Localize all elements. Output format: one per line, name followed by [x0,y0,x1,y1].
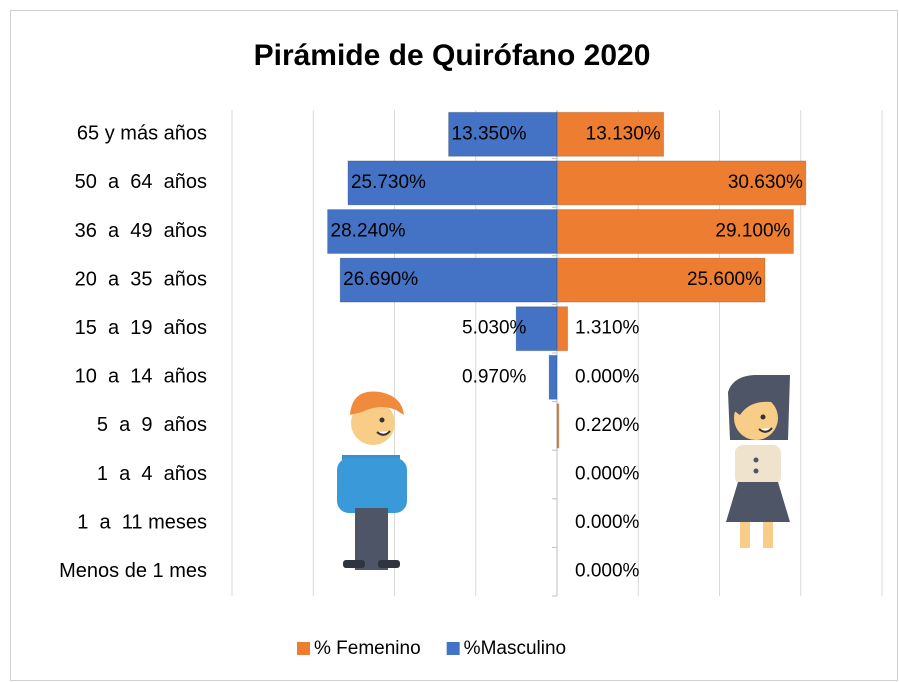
bar [556,403,560,449]
data-label: 13.350% [452,123,527,144]
y-tick-label: 1 a 11 meses [77,511,207,533]
bar [448,111,558,157]
bar [556,111,665,157]
y-tick-label: 15 a 19 años [75,317,207,339]
data-label: 0.000% [575,366,640,387]
data-label: 5.030% [462,318,527,339]
data-label: 0.970% [462,366,527,387]
legend-swatch [446,642,460,655]
y-tick-label: 65 y más años [77,123,207,145]
bar [556,209,794,254]
data-label: 26.690% [343,269,418,290]
bar [339,257,558,303]
data-label: 0.000% [575,512,640,533]
y-tick-label: 36 a 49 años [75,220,207,242]
data-label: 30.630% [728,172,803,193]
bar [556,257,766,303]
man-icon [337,391,407,570]
data-label: 25.730% [351,172,426,193]
y-tick-label: 50 a 64 años [75,171,207,193]
data-label: 28.240% [331,221,406,242]
data-label: 13.130% [586,123,661,144]
bar [347,160,558,206]
data-label: 1.310% [575,318,640,339]
data-label: 29.100% [715,221,790,242]
data-label: 0.000% [575,561,640,582]
bar [327,209,558,254]
bar [556,160,807,206]
y-tick-label: 20 a 35 años [75,268,207,290]
data-label: 25.600% [687,269,762,290]
data-label: 0.000% [575,464,640,485]
bar [515,306,558,352]
y-tick-label: Menos de 1 mes [59,560,207,582]
y-tick-label: 5 a 9 años [97,414,207,436]
y-tick-label: 10 a 14 años [75,366,207,388]
bar [556,306,569,352]
legend-label: % Femenino [314,638,421,659]
y-tick-label: 1 a 4 años [97,463,207,485]
woman-icon [726,375,790,548]
chart-title: Pirámide de Quirófano 2020 [254,39,651,72]
legend-swatch [297,642,310,655]
legend-label: %Masculino [464,638,566,659]
data-label: 0.220% [575,415,640,436]
bar [548,354,558,400]
